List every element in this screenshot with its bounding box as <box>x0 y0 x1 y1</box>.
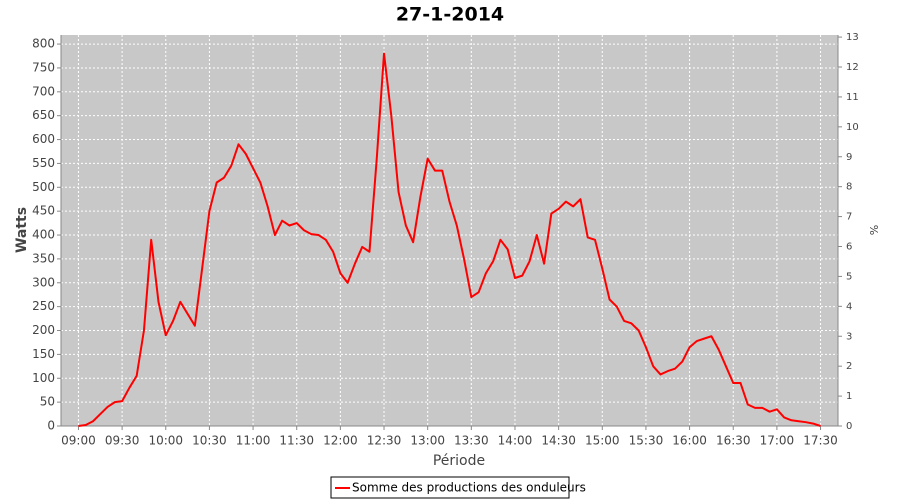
data-line <box>78 52 821 427</box>
y2-tick-label: 12 <box>846 62 859 73</box>
x-tick-label: 09:30 <box>105 434 140 448</box>
y2-tick-label: 3 <box>846 331 852 342</box>
y-tick-label: 800 <box>32 37 55 51</box>
y-axis-label: Watts <box>14 207 30 253</box>
y2-tick-label: 1 <box>846 391 852 402</box>
x-tick-label: 13:00 <box>410 434 445 448</box>
x-tick-label: 14:00 <box>498 434 533 448</box>
x-tick-label: 16:00 <box>672 434 707 448</box>
x-tick-label: 13:30 <box>454 434 489 448</box>
y-tick-label: 650 <box>32 108 55 122</box>
x-tick-label: 16:30 <box>716 434 751 448</box>
y-tick-label: 50 <box>40 395 55 409</box>
y2-tick-label: 9 <box>846 152 852 163</box>
x-tick-label: 10:30 <box>192 434 227 448</box>
y-tick-label: 350 <box>32 251 55 265</box>
y-tick-label: 100 <box>32 371 55 385</box>
y2-tick-label: 10 <box>846 122 859 133</box>
x-tick-label: 12:30 <box>367 434 402 448</box>
legend-box <box>330 476 570 499</box>
y-tick-label: 300 <box>32 275 55 289</box>
y2-tick-label: 0 <box>846 421 852 432</box>
y-tick-label: 500 <box>32 180 55 194</box>
x-tick-label: 09:00 <box>61 434 96 448</box>
y-tick-label: 700 <box>32 84 55 98</box>
plot-area <box>61 35 838 426</box>
y-tick-label: 0 <box>47 419 55 433</box>
x-tick-label: 17:00 <box>760 434 795 448</box>
y2-tick-label: 11 <box>846 92 859 103</box>
y-tick-label: 200 <box>32 323 55 337</box>
y-tick-label: 600 <box>32 132 55 146</box>
x-axis-label: Période <box>433 453 485 469</box>
x-tick-label: 15:30 <box>629 434 664 448</box>
y-tick-label: 750 <box>32 60 55 74</box>
y2-tick-label: 8 <box>846 182 852 193</box>
y2-tick-label: 6 <box>846 242 852 253</box>
x-tick-label: 11:00 <box>236 434 271 448</box>
y2-tick-label: 13 <box>846 32 859 43</box>
y2-axis-label: % <box>867 225 880 235</box>
x-tick-label: 12:00 <box>323 434 358 448</box>
y2-tick-label: 5 <box>846 271 852 282</box>
x-tick-label: 15:00 <box>585 434 620 448</box>
x-tick-label: 14:30 <box>541 434 576 448</box>
x-tick-label: 17:30 <box>803 434 838 448</box>
y-tick-label: 250 <box>32 299 55 313</box>
y-tick-label: 450 <box>32 204 55 218</box>
x-tick-label: 11:30 <box>279 434 314 448</box>
y-tick-label: 150 <box>32 347 55 361</box>
legend: Somme des productions des onduleurs <box>330 476 586 499</box>
y-tick-label: 400 <box>32 228 55 242</box>
x-tick-label: 10:00 <box>148 434 183 448</box>
y-tick-label: 550 <box>32 156 55 170</box>
y2-tick-label: 2 <box>846 361 852 372</box>
y2-tick-label: 4 <box>846 301 852 312</box>
chart-title: 27-1-2014 <box>396 4 504 26</box>
y2-tick-label: 7 <box>846 212 852 223</box>
legend-label: Somme des productions des onduleurs <box>352 481 586 495</box>
